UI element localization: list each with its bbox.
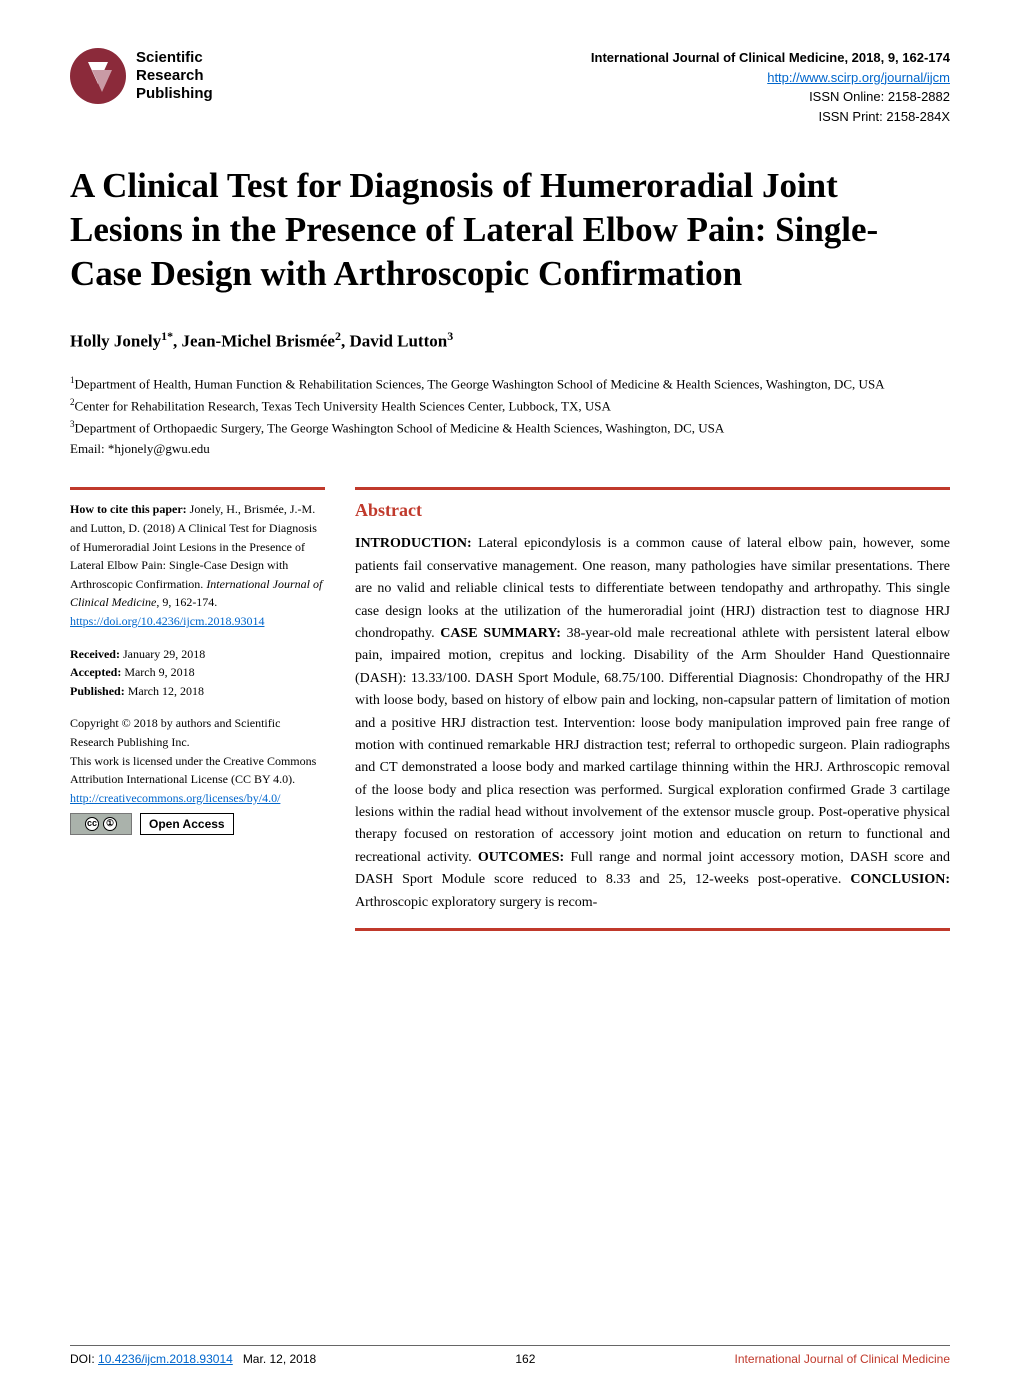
corresponding-email: Email: *hjonely@gwu.edu [70, 441, 950, 457]
footer-left: DOI: 10.4236/ijcm.2018.93014 Mar. 12, 20… [70, 1352, 316, 1366]
conclusion-text: Arthroscopic exploratory surgery is reco… [355, 895, 597, 910]
footer-page: 162 [515, 1352, 535, 1366]
dates-block: Received: January 29, 2018 Accepted: Mar… [70, 645, 325, 701]
published-label: Published: [70, 684, 125, 698]
affiliation-1: 1Department of Health, Human Function & … [70, 374, 950, 394]
logo-line2: Research [136, 67, 213, 85]
doi-link[interactable]: https://doi.org/10.4236/ijcm.2018.93014 [70, 614, 264, 628]
cite-label: How to cite this paper: [70, 502, 187, 516]
received-label: Received: [70, 647, 120, 661]
logo-line3: Publishing [136, 85, 213, 103]
cite-vol: , 9, 162-174. [156, 595, 217, 609]
accepted-label: Accepted: [70, 665, 121, 679]
footer-doi-link[interactable]: 10.4236/ijcm.2018.93014 [98, 1352, 233, 1366]
sidebar-rule [70, 487, 325, 490]
abstract-heading: Abstract [355, 487, 950, 521]
logo-text: Scientific Research Publishing [136, 49, 213, 103]
intro-label: INTRODUCTION: [355, 536, 472, 551]
article-title: A Clinical Test for Diagnosis of Humeror… [70, 164, 950, 295]
publisher-logo: Scientific Research Publishing [70, 48, 213, 104]
page-footer: DOI: 10.4236/ijcm.2018.93014 Mar. 12, 20… [70, 1345, 950, 1366]
abstract-column: Abstract INTRODUCTION: Lateral epicondyl… [355, 487, 950, 931]
outcomes-label: OUTCOMES: [478, 850, 564, 865]
footer-journal: International Journal of Clinical Medici… [735, 1352, 950, 1366]
published-date: March 12, 2018 [125, 684, 204, 698]
conclusion-label: CONCLUSION: [850, 872, 950, 887]
footer-doi-label: DOI: [70, 1352, 98, 1366]
footer-date: Mar. 12, 2018 [243, 1352, 316, 1366]
citation-block: How to cite this paper: Jonely, H., Bris… [70, 500, 325, 630]
page-header: Scientific Research Publishing Internati… [70, 48, 950, 126]
journal-title: International Journal of Clinical Medici… [591, 48, 950, 68]
issn-online: ISSN Online: 2158-2882 [591, 87, 950, 107]
case-label: CASE SUMMARY: [440, 626, 561, 641]
case-text: 38-year-old male recreational athlete wi… [355, 626, 950, 865]
accepted-date: March 9, 2018 [121, 665, 194, 679]
sidebar: How to cite this paper: Jonely, H., Bris… [70, 487, 325, 931]
logo-line1: Scientific [136, 49, 213, 67]
affiliation-2: 2Center for Rehabilitation Research, Tex… [70, 396, 950, 416]
authors: Holly Jonely1*, Jean-Michel Brismée2, Da… [70, 329, 950, 352]
content-columns: How to cite this paper: Jonely, H., Bris… [70, 487, 950, 931]
received-date: January 29, 2018 [120, 647, 205, 661]
license-link[interactable]: http://creativecommons.org/licenses/by/4… [70, 791, 280, 805]
open-access-badge: Open Access [140, 813, 234, 835]
cc-icon: cc [85, 817, 99, 831]
journal-url-link[interactable]: http://www.scirp.org/journal/ijcm [767, 70, 950, 85]
license-text: This work is licensed under the Creative… [70, 754, 316, 787]
logo-icon [70, 48, 126, 104]
copyright-block: Copyright © 2018 by authors and Scientif… [70, 714, 325, 835]
abstract-body: INTRODUCTION: Lateral epicondylosis is a… [355, 533, 950, 931]
cc-by-icon: cc ① [70, 813, 132, 835]
cc-badge-row: cc ① Open Access [70, 813, 325, 835]
affiliation-3: 3Department of Orthopaedic Surgery, The … [70, 418, 950, 438]
issn-print: ISSN Print: 2158-284X [591, 107, 950, 127]
by-icon: ① [103, 817, 117, 831]
copyright-text: Copyright © 2018 by authors and Scientif… [70, 716, 280, 749]
journal-info: International Journal of Clinical Medici… [591, 48, 950, 126]
